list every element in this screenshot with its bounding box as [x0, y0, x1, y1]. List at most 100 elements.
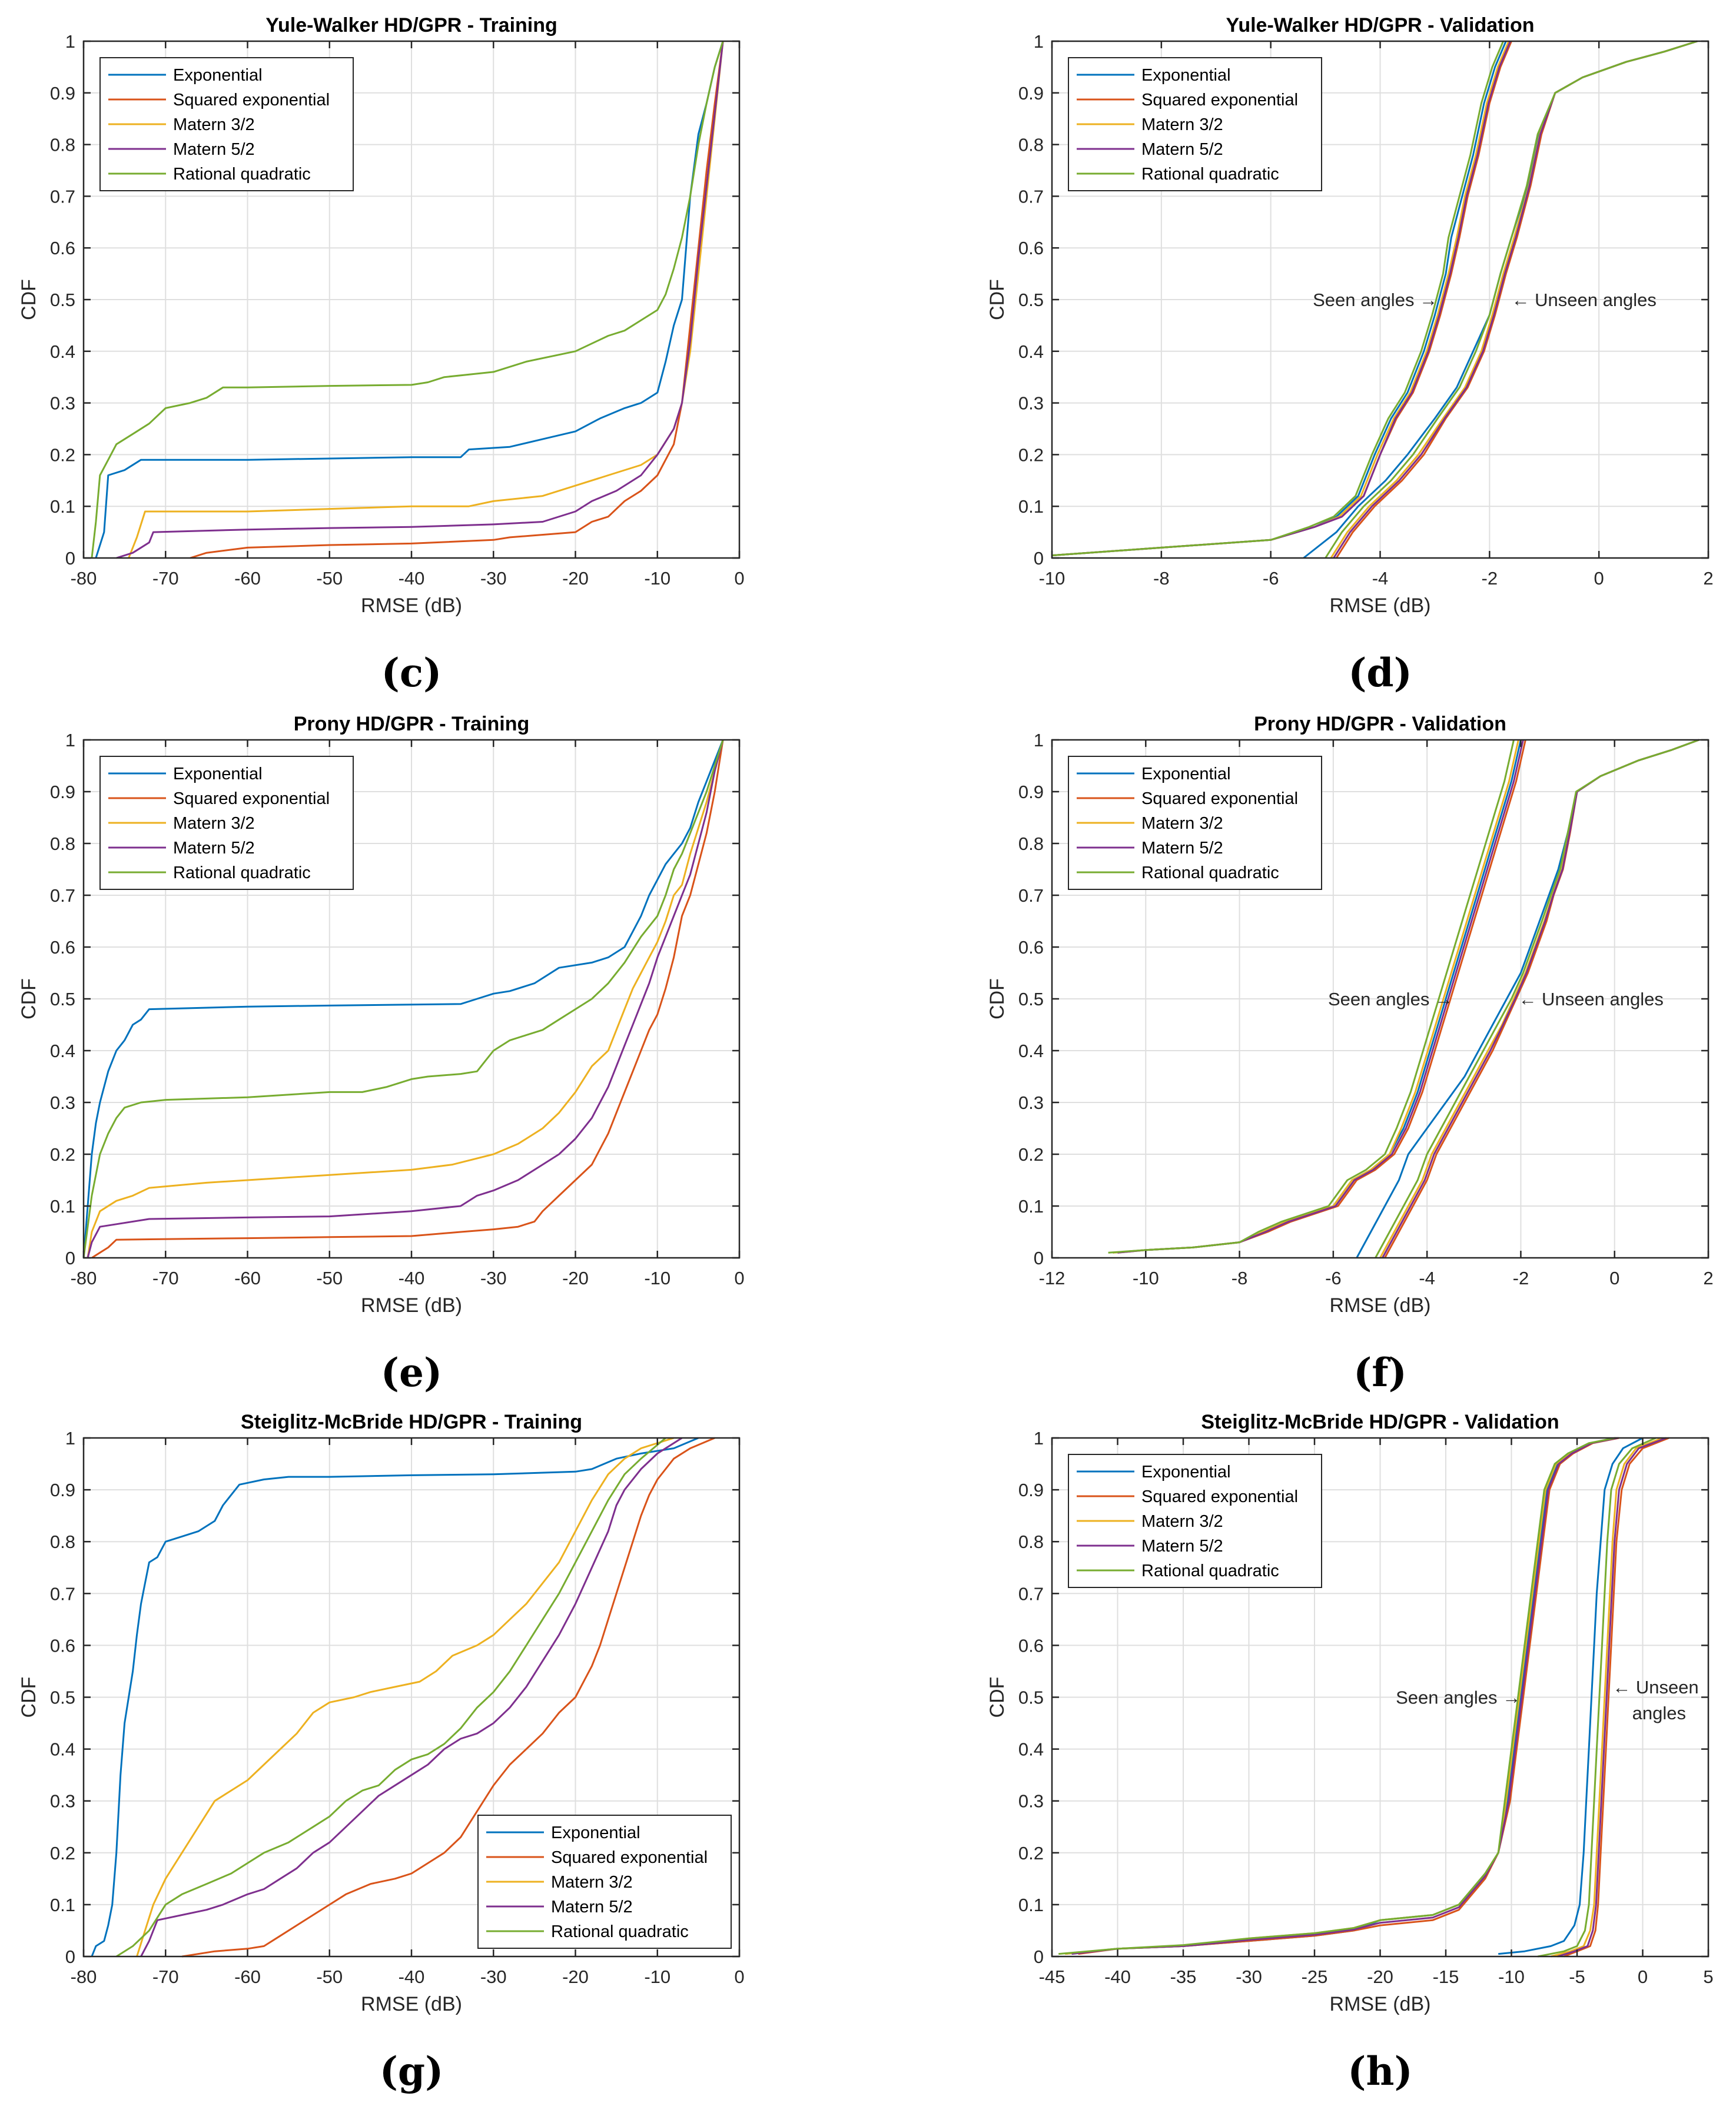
legend: Exponential Squared exponential Matern 3/2… — [1068, 1454, 1322, 1588]
legend-entry-label: Squared exponential — [1141, 1487, 1298, 1506]
x-tick-label: -40 — [1104, 1967, 1131, 1987]
chart-title: Steiglitz-McBride HD/GPR - Validation — [1201, 1411, 1559, 1433]
x-axis-label: RMSE (dB) — [1330, 594, 1431, 617]
y-tick-label: 0.2 — [50, 444, 75, 465]
legend-entry-label: Squared exponential — [173, 91, 330, 109]
series-line-exponential-2 — [1498, 1437, 1644, 1955]
series-line-matern-5-2-1 — [1051, 41, 1511, 557]
panel-label: (d) — [1348, 650, 1412, 696]
series-line-squared-exponential-1 — [181, 1437, 715, 1958]
x-tick-label: -45 — [1039, 1967, 1066, 1987]
legend-entry-label: Matern 5/2 — [1141, 1537, 1223, 1556]
y-tick-label: 0.1 — [1018, 1196, 1044, 1217]
y-tick-label: 0.9 — [50, 782, 75, 802]
y-tick-label: 0.8 — [50, 833, 75, 854]
annotation-label: ← Unseen angles — [1518, 989, 1663, 1009]
chart-panel-d: -10 -8 -6 -4 -2 0 2 0 0.1 0.2 0.3 0.4 0.5 0.6 0.7 0.8 0.… — [986, 14, 1714, 696]
x-tick-label: -40 — [399, 568, 425, 589]
legend-entry-label: Rational quadratic — [551, 1922, 689, 1941]
x-tick-label: -30 — [480, 568, 507, 589]
x-tick-label: -6 — [1325, 1268, 1342, 1288]
y-tick-label: 0.6 — [1018, 238, 1044, 258]
y-axis-label: CDF — [986, 279, 1008, 320]
y-tick-label: 0 — [65, 548, 75, 569]
y-tick-label: 1 — [1034, 31, 1044, 52]
series-line-exponential-1 — [82, 739, 724, 1258]
x-axis-label: RMSE (dB) — [361, 1294, 462, 1317]
x-tick-label: 2 — [1703, 568, 1713, 589]
y-tick-label: 0.7 — [50, 1583, 75, 1604]
chart-panel-f: -12 -10 -8 -6 -4 -2 0 2 0 0.1 0.2 0.3 0.4 0.5 0.6 0.7 0.… — [986, 713, 1714, 1396]
legend-entry-label: Rational quadratic — [173, 863, 311, 882]
y-tick-label: 0.9 — [1018, 1480, 1044, 1500]
x-tick-label: -15 — [1433, 1967, 1459, 1987]
y-tick-label: 0.4 — [1018, 341, 1044, 362]
x-tick-label: -60 — [234, 568, 261, 589]
y-tick-label: 0.7 — [1018, 885, 1044, 906]
x-tick-label: -70 — [152, 568, 179, 589]
x-tick-label: 2 — [1703, 1268, 1713, 1288]
annotation-label: angles — [1632, 1703, 1686, 1723]
y-tick-label: 0.3 — [50, 393, 75, 414]
y-tick-label: 0.4 — [50, 1041, 75, 1061]
legend: Exponential Squared exponential Matern 3/2… — [477, 1815, 732, 1949]
y-tick-label: 0.2 — [50, 1144, 75, 1165]
x-tick-label: -60 — [234, 1967, 261, 1987]
y-axis-label: CDF — [18, 1677, 40, 1718]
x-tick-label: -80 — [71, 1268, 97, 1288]
series-line-matern-3-2-2 — [1551, 1437, 1663, 1958]
series-line-rational-quadratic-1 — [82, 739, 724, 1258]
series-line-rational-quadratic-1 — [1108, 739, 1515, 1254]
legend-entry-label: Rational quadratic — [1141, 1562, 1279, 1580]
series-line-rational-quadratic-1 — [1051, 41, 1504, 557]
x-tick-label: -50 — [316, 568, 343, 589]
y-tick-label: 0.3 — [1018, 393, 1044, 414]
legend-entry-label: Matern 5/2 — [173, 839, 255, 858]
x-tick-label: -10 — [1039, 568, 1066, 589]
y-tick-label: 0.8 — [1018, 833, 1044, 854]
y-tick-label: 0.8 — [50, 1532, 75, 1552]
legend-entry-label: Matern 5/2 — [1141, 140, 1223, 159]
x-tick-label: -10 — [1133, 1268, 1159, 1288]
legend-entry-label: Matern 3/2 — [1141, 115, 1223, 134]
y-tick-label: 0.4 — [50, 341, 75, 362]
series-line-squared-exponential-1 — [190, 41, 724, 559]
x-tick-label: -4 — [1372, 568, 1389, 589]
legend-entry-label: Squared exponential — [551, 1848, 708, 1867]
series-line-rational-quadratic-2 — [1537, 1437, 1657, 1958]
x-tick-label: -5 — [1569, 1967, 1585, 1987]
legend-entry-label: Matern 3/2 — [173, 814, 255, 833]
chart-title: Yule-Walker HD/GPR - Validation — [1226, 14, 1535, 36]
y-tick-label: 1 — [1034, 1428, 1044, 1449]
x-tick-label: -10 — [644, 1967, 670, 1987]
y-tick-label: 0.9 — [50, 83, 75, 104]
series-line-rational-quadratic-1 — [115, 1437, 666, 1958]
y-tick-label: 0.9 — [1018, 83, 1044, 104]
annotation-label: Seen angles → — [1396, 1688, 1521, 1708]
series-line-rational-quadratic-2 — [1325, 40, 1698, 559]
x-tick-label: -80 — [71, 568, 97, 589]
y-tick-label: 0.9 — [50, 1480, 75, 1500]
legend: Exponential Squared exponential Matern 3/2… — [99, 57, 354, 191]
legend-entry-label: Rational quadratic — [1141, 165, 1279, 184]
y-tick-label: 0.3 — [1018, 1092, 1044, 1113]
x-tick-label: -50 — [316, 1268, 343, 1288]
panel-label: (f) — [1353, 1350, 1407, 1396]
x-tick-label: -40 — [399, 1967, 425, 1987]
legend-entry-label: Rational quadratic — [173, 165, 311, 184]
chart-title: Steiglitz-McBride HD/GPR - Training — [241, 1411, 582, 1433]
x-tick-label: -70 — [152, 1967, 179, 1987]
y-tick-label: 0.1 — [50, 1196, 75, 1217]
legend-entry-label: Exponential — [173, 66, 263, 85]
y-tick-label: 0 — [1034, 1248, 1044, 1268]
y-tick-label: 0.7 — [50, 186, 75, 207]
y-tick-label: 0 — [65, 1946, 75, 1967]
annotation-label: ← Unseen angles — [1512, 290, 1657, 310]
y-tick-label: 0 — [1034, 548, 1044, 569]
y-tick-label: 0.4 — [50, 1739, 75, 1760]
x-tick-label: -8 — [1153, 568, 1170, 589]
legend-entry-label: Exponential — [551, 1823, 640, 1842]
x-tick-label: 5 — [1703, 1967, 1713, 1987]
legend-entry-label: Exponential — [1141, 765, 1231, 783]
